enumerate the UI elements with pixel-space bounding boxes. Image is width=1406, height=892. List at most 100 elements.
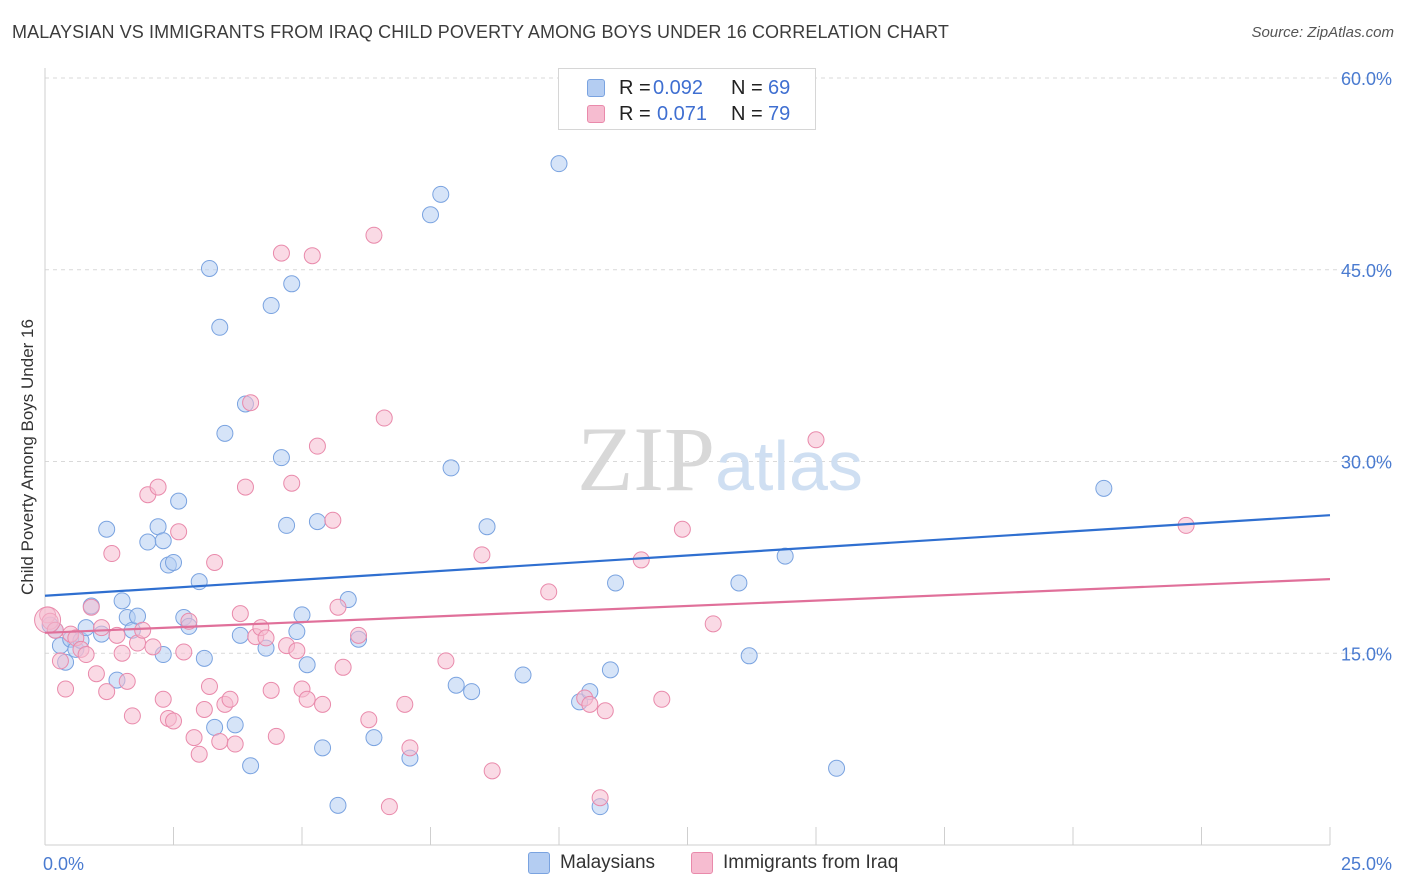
point-iraq (180, 612, 198, 630)
point-iraq (206, 553, 224, 571)
bottom-legend-label: Malaysians (560, 852, 656, 873)
point-iraq (365, 226, 383, 244)
legend-n-label: N = (731, 77, 763, 99)
trend-lines (44, 514, 1331, 634)
point-iraq (314, 695, 332, 713)
point-iraq (51, 652, 69, 670)
point-malaysians (422, 206, 439, 224)
point-iraq (329, 598, 347, 616)
point-iraq (632, 551, 650, 569)
legend-swatch-blue (587, 79, 605, 97)
point-iraq (288, 642, 306, 660)
point-iraq (272, 244, 290, 262)
point-malaysians (601, 661, 619, 679)
point-iraq-cluster (34, 606, 62, 634)
point-iraq (103, 545, 121, 563)
trend-line-iraq (44, 578, 1331, 634)
point-malaysians (278, 516, 296, 534)
point-iraq (118, 672, 136, 690)
point-malaysians (216, 424, 234, 442)
legend-n-value: 79 (768, 103, 791, 125)
point-iraq (380, 798, 398, 816)
point-malaysians (165, 553, 182, 571)
chart-title: MALAYSIAN VS IMMIGRANTS FROM IRAQ CHILD … (12, 22, 949, 42)
y-tick-label: 30.0% (1341, 453, 1392, 473)
point-iraq (540, 583, 558, 601)
point-malaysians (283, 275, 301, 293)
y-tick-label: 45.0% (1341, 261, 1392, 281)
x-tick-label: 0.0% (43, 854, 84, 874)
point-iraq (144, 638, 162, 656)
point-iraq (200, 677, 218, 695)
point-iraq (437, 652, 455, 670)
point-iraq (226, 735, 244, 753)
point-malaysians (740, 647, 758, 665)
point-malaysians (365, 729, 383, 747)
point-malaysians (314, 739, 332, 757)
point-malaysians (113, 592, 131, 610)
point-iraq (581, 695, 599, 713)
point-malaysians (211, 318, 229, 336)
source-label: Source: ZipAtlas.com (1251, 24, 1394, 41)
point-iraq (108, 626, 126, 644)
point-iraq (401, 739, 419, 757)
point-iraq (324, 511, 342, 529)
point-iraq (298, 690, 316, 708)
point-malaysians (442, 459, 460, 477)
point-malaysians (828, 759, 846, 777)
point-iraq (195, 700, 213, 718)
point-malaysians (432, 185, 450, 203)
point-iraq (190, 745, 208, 763)
point-iraq (154, 690, 172, 708)
axes (44, 68, 1331, 846)
point-malaysians (242, 757, 260, 775)
point-malaysians (226, 716, 244, 734)
bottom-legend-label: Immigrants from Iraq (723, 852, 899, 873)
point-iraq (93, 619, 111, 637)
point-iraq (98, 683, 116, 701)
point-malaysians (1095, 479, 1113, 497)
point-malaysians (550, 155, 568, 173)
point-iraq (57, 680, 75, 698)
point-malaysians (154, 532, 172, 550)
point-iraq (123, 707, 141, 725)
tick-labels: 15.0% 30.0% 45.0% 60.0% 0.0% 25.0% (43, 69, 1392, 874)
point-iraq (165, 712, 182, 730)
point-iraq (185, 729, 203, 747)
point-malaysians (447, 676, 465, 694)
point-iraq (257, 629, 275, 647)
point-iraq (283, 474, 301, 492)
x-tick-label: 25.0% (1341, 854, 1392, 874)
point-iraq (175, 643, 193, 661)
point-malaysians (776, 547, 794, 565)
bottom-legend-swatch-pink (691, 852, 713, 874)
point-iraq (236, 478, 254, 496)
point-iraq (350, 626, 368, 644)
point-iraq (360, 711, 378, 729)
point-iraq (82, 598, 100, 616)
point-iraq (807, 431, 825, 449)
point-malaysians (272, 449, 290, 467)
point-iraq (473, 546, 491, 564)
point-iraq (334, 658, 352, 676)
y-tick-label: 60.0% (1341, 69, 1392, 89)
point-malaysians (139, 533, 157, 551)
point-iraq (396, 695, 414, 713)
point-iraq (308, 437, 326, 455)
point-malaysians (293, 606, 311, 624)
stats-legend: R = 0.092 N = 69 R = 0.071 N = 79 (558, 68, 816, 130)
legend-r-label: R = (619, 77, 651, 99)
legend-n-value: 69 (768, 77, 791, 99)
point-malaysians (308, 513, 326, 531)
point-malaysians (231, 626, 249, 644)
point-malaysians (298, 656, 316, 674)
point-iraq (211, 732, 229, 750)
point-malaysians (463, 683, 481, 701)
point-malaysians (329, 796, 347, 814)
point-iraq (113, 644, 131, 662)
point-iraq (704, 615, 722, 633)
point-iraq (231, 605, 249, 623)
legend-r-value: 0.071 (657, 103, 708, 125)
point-malaysians (200, 259, 218, 277)
